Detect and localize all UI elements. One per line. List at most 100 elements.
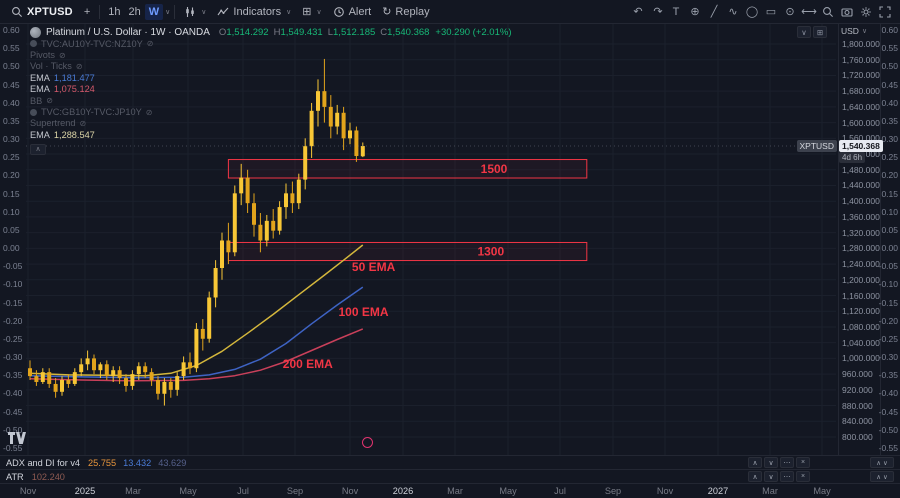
legend-row-3[interactable]: EMA 1,181.477 xyxy=(30,72,511,83)
candle-body xyxy=(271,220,276,231)
interval-w-button[interactable]: W xyxy=(144,3,164,20)
left-scale-tick: -0.50 xyxy=(3,424,23,435)
indicators-button[interactable]: Indicators ∨ xyxy=(212,4,296,20)
far-scale-tick: -0.10 xyxy=(878,279,898,290)
candle-body xyxy=(79,364,84,373)
candle-body xyxy=(175,376,180,390)
fullscreen-icon[interactable] xyxy=(876,3,894,21)
rectangle-tool-icon[interactable]: ▭ xyxy=(765,6,777,18)
left-scale-tick: -0.05 xyxy=(3,261,23,272)
ohlc-c: C1,540.368 xyxy=(380,27,429,38)
price-scale-tick: 1,680.000 xyxy=(842,86,880,97)
magnet-icon[interactable]: ⊙ xyxy=(785,6,795,18)
candle-body xyxy=(360,146,365,157)
pane-move-down-button[interactable]: ∨ xyxy=(764,457,778,468)
wave-tool-icon[interactable]: ∿ xyxy=(728,6,738,18)
price-zone-1500[interactable] xyxy=(227,159,588,179)
ema-line-100-ema[interactable] xyxy=(29,286,364,379)
chevron-down-icon: ∨ xyxy=(801,27,807,37)
crosshair-icon[interactable]: ⊕ xyxy=(690,6,700,18)
legend-row-4[interactable]: EMA 1,075.124 xyxy=(30,84,511,95)
pane-buttons: ∧ ∨ ⋯ × xyxy=(748,457,810,468)
left-price-scale[interactable]: 0.60 0.55 0.50 0.45 0.40 0.35 0.30 0.25 0.20 0.15… xyxy=(0,24,26,455)
plus-icon: + xyxy=(83,5,91,18)
ellipse-tool-icon[interactable]: ◯ xyxy=(745,6,759,18)
pane-maximize-button[interactable]: ⊞ xyxy=(813,26,827,38)
pane-more-button[interactable]: ⋯ xyxy=(780,471,794,482)
pane-title: ATR xyxy=(6,471,24,482)
candle-body xyxy=(335,112,340,127)
camera-icon[interactable] xyxy=(838,3,856,21)
left-scale-tick: -0.15 xyxy=(3,297,23,308)
candle-body xyxy=(264,220,269,241)
chevron-down-icon: ∨ xyxy=(883,459,888,467)
price-zone-1300[interactable] xyxy=(227,241,588,262)
indicator-label: Vol · Ticks xyxy=(30,61,72,72)
pane-move-up-button[interactable]: ∧ xyxy=(748,457,762,468)
legend-row-7[interactable]: Supertrend ⊘ xyxy=(30,118,511,129)
pane-collapse-button[interactable]: ∧ ∨ xyxy=(870,457,894,468)
far-right-price-scale[interactable]: 0.60 0.55 0.50 0.45 0.40 0.35 0.30 0.25 0.20 0.15… xyxy=(878,24,900,455)
pane-close-button[interactable]: × xyxy=(796,457,810,468)
interval-1h-button[interactable]: 1h xyxy=(108,5,121,18)
ema-annotation-50-ema[interactable]: 50 EMA xyxy=(352,260,396,274)
indicator-label: TVC:AU10Y-TVC:NZ10Y xyxy=(41,38,143,49)
ohlc-key: L xyxy=(327,27,334,38)
candle-body xyxy=(47,372,52,384)
legend-main-row[interactable]: Platinum / U.S. Dollar · 1W · OANDA O1,5… xyxy=(30,27,511,38)
left-scale-tick: -0.35 xyxy=(3,370,23,381)
candle-body xyxy=(136,366,141,375)
left-scale-tick: 0.45 xyxy=(3,79,20,90)
pane-adx-header[interactable]: ADX and DI for v4 25.755 13.432 43.629 ∧ ∨ ⋯… xyxy=(0,455,900,469)
chart-canvas[interactable]: 1500 1300 50 EMA 100 EMA 200 EMA xyxy=(0,24,900,455)
zoom-in-icon[interactable] xyxy=(819,3,837,21)
price-scale-tick: 1,720.000 xyxy=(842,70,880,81)
alert-button[interactable]: Alert xyxy=(328,4,377,20)
time-axis-year-label: 2027 xyxy=(707,486,729,496)
ema-line-200-ema[interactable] xyxy=(29,328,364,382)
left-scale-tick: 0.35 xyxy=(3,115,20,126)
candle-body xyxy=(348,130,352,139)
candle-body xyxy=(92,358,96,371)
layout-grid-button[interactable]: ⊞ ∨ xyxy=(297,3,326,20)
legend-row-2[interactable]: Vol · Ticks ⊘ xyxy=(30,61,511,72)
indicator-label: EMA xyxy=(30,72,50,83)
settings-gear-icon[interactable] xyxy=(857,3,875,21)
pane-more-button[interactable]: ⋯ xyxy=(780,457,794,468)
pane-collapse-button[interactable]: ∧ ∨ xyxy=(870,471,894,482)
event-marker-icon[interactable] xyxy=(362,437,373,448)
ema-annotation-200-ema[interactable]: 200 EMA xyxy=(283,357,333,371)
legend-row-6[interactable]: TVC:GB10Y-TVC:JP10Y ⊘ xyxy=(30,106,511,117)
legend-row-0[interactable]: TVC:AU10Y-TVC:NZ10Y ⊘ xyxy=(30,38,511,49)
time-axis-month-label: May xyxy=(499,486,517,496)
legend-row-8[interactable]: EMA 1,288.547 xyxy=(30,129,511,140)
legend-collapse-button[interactable]: ∧ xyxy=(30,143,46,155)
pane-move-up-button[interactable]: ∧ xyxy=(748,471,762,482)
text-tool-icon[interactable]: T xyxy=(672,5,680,18)
pane-move-down-button[interactable]: ∨ xyxy=(764,471,778,482)
legend-row-5[interactable]: BB ⊘ xyxy=(30,95,511,106)
time-axis[interactable]: Nov 2025 Mar May Jul Sep Nov 2026 Mar May Jul Sep No… xyxy=(0,483,900,498)
symbol-search-button[interactable]: XPTUSD xyxy=(6,4,78,20)
compare-add-symbol-button[interactable]: + xyxy=(79,4,95,20)
pane-move-down-button[interactable]: ∨ xyxy=(797,26,811,38)
legend-row-1[interactable]: Pivots ⊘ xyxy=(30,49,511,60)
trendline-tool-icon[interactable]: ╱ xyxy=(710,6,718,18)
ema-annotation-100-ema[interactable]: 100 EMA xyxy=(338,305,388,319)
tradingview-logo[interactable] xyxy=(8,432,26,444)
chart-type-button[interactable]: ∨ xyxy=(179,4,211,20)
undo-button[interactable]: ↶ xyxy=(633,6,643,18)
redo-button[interactable]: ↷ xyxy=(653,6,663,18)
interval-menu-caret-icon[interactable]: ∨ xyxy=(165,8,171,16)
time-axis-year-label: 2026 xyxy=(392,486,414,496)
interval-2h-button[interactable]: 2h xyxy=(128,5,141,18)
measure-icon[interactable]: ⟷ xyxy=(801,6,817,18)
pane-close-button[interactable]: × xyxy=(796,471,810,482)
pane-atr-header[interactable]: ATR 102.240 ∧ ∨ ⋯ × ∧ ∨ xyxy=(0,469,900,483)
ohlc-l: L1,512.185 xyxy=(328,27,376,38)
replay-button[interactable]: ↻ Replay xyxy=(377,3,434,20)
currency-unit-button[interactable]: USD ∨ xyxy=(841,26,867,36)
right-price-scale[interactable]: 1,800.000 1,760.000 1,720.000 1,680.000 1,64… xyxy=(838,24,880,455)
price-scale-tick: 1,440.000 xyxy=(842,180,880,191)
candle-body xyxy=(60,380,64,392)
